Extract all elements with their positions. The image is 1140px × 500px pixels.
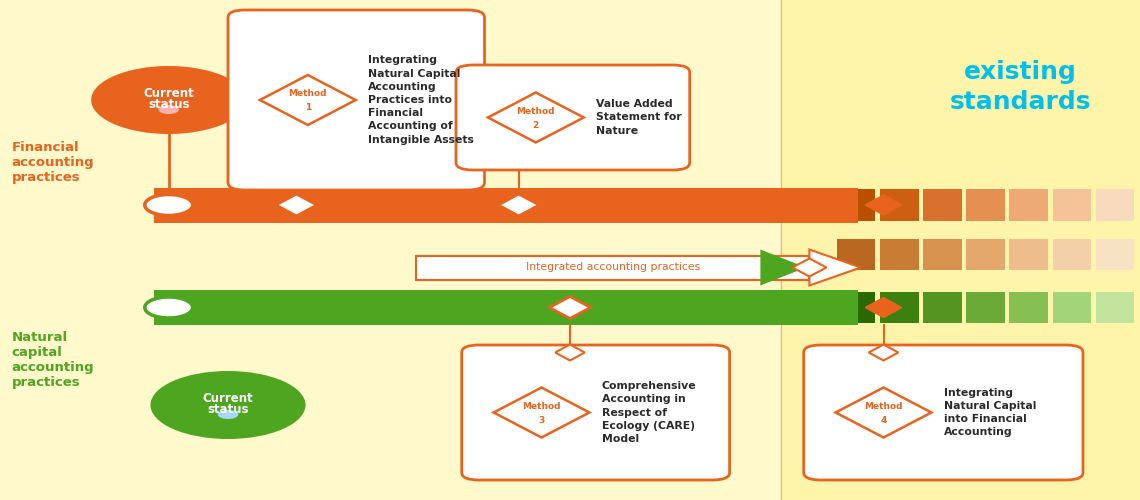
Polygon shape (555, 344, 585, 360)
Polygon shape (792, 258, 826, 276)
FancyBboxPatch shape (923, 238, 962, 270)
FancyBboxPatch shape (1096, 292, 1134, 323)
Polygon shape (276, 194, 317, 216)
Text: 1: 1 (304, 104, 311, 112)
Circle shape (150, 371, 306, 439)
Polygon shape (488, 92, 584, 142)
FancyBboxPatch shape (154, 290, 858, 325)
Circle shape (145, 194, 193, 216)
Text: status: status (148, 98, 189, 110)
Text: Integrated accounting practices: Integrated accounting practices (526, 262, 700, 272)
FancyBboxPatch shape (967, 190, 1004, 220)
FancyBboxPatch shape (880, 292, 919, 323)
FancyBboxPatch shape (1052, 190, 1091, 220)
Text: 3: 3 (538, 416, 545, 425)
Polygon shape (836, 388, 931, 438)
FancyBboxPatch shape (1096, 238, 1134, 270)
FancyBboxPatch shape (456, 65, 690, 170)
Circle shape (91, 66, 246, 134)
FancyBboxPatch shape (1052, 292, 1091, 323)
Text: Method: Method (864, 402, 903, 411)
FancyBboxPatch shape (1009, 292, 1048, 323)
Polygon shape (865, 298, 902, 318)
Text: Integrating
Natural Capital
into Financial
Accounting: Integrating Natural Capital into Financi… (944, 388, 1036, 438)
Polygon shape (869, 344, 898, 360)
FancyBboxPatch shape (1009, 190, 1048, 220)
FancyBboxPatch shape (804, 345, 1083, 480)
Polygon shape (865, 195, 902, 215)
FancyBboxPatch shape (154, 188, 858, 222)
Text: Natural
capital
accounting
practices: Natural capital accounting practices (11, 331, 93, 389)
Text: Method: Method (522, 402, 561, 411)
Text: Financial
accounting
practices: Financial accounting practices (11, 141, 93, 184)
FancyBboxPatch shape (228, 10, 484, 190)
FancyBboxPatch shape (967, 292, 1004, 323)
FancyBboxPatch shape (967, 238, 1004, 270)
FancyBboxPatch shape (1096, 190, 1134, 220)
Text: 4: 4 (880, 416, 887, 425)
Text: Method: Method (288, 90, 327, 98)
Text: Method: Method (516, 107, 555, 116)
FancyBboxPatch shape (416, 256, 809, 280)
Text: Value Added
Statement for
Nature: Value Added Statement for Nature (596, 100, 682, 136)
FancyBboxPatch shape (923, 190, 962, 220)
Text: Current: Current (203, 392, 253, 406)
Circle shape (145, 297, 193, 318)
FancyBboxPatch shape (781, 0, 1140, 500)
Text: 2: 2 (532, 121, 539, 130)
FancyBboxPatch shape (880, 190, 919, 220)
Polygon shape (498, 194, 539, 216)
Polygon shape (494, 388, 589, 438)
Polygon shape (260, 75, 356, 125)
Text: Integrating
Natural Capital
Accounting
Practices into
Financial
Accounting of
In: Integrating Natural Capital Accounting P… (368, 56, 474, 144)
FancyBboxPatch shape (837, 238, 876, 270)
FancyBboxPatch shape (923, 292, 962, 323)
Text: status: status (207, 402, 249, 415)
Text: existing
standards: existing standards (950, 60, 1091, 114)
Polygon shape (809, 250, 861, 286)
Text: Comprehensive
Accounting in
Respect of
Ecology (CARE)
Model: Comprehensive Accounting in Respect of E… (602, 381, 697, 444)
FancyBboxPatch shape (462, 345, 730, 480)
Circle shape (218, 410, 238, 419)
FancyBboxPatch shape (837, 190, 876, 220)
Text: Current: Current (144, 88, 194, 101)
Polygon shape (760, 250, 806, 286)
Circle shape (158, 105, 179, 114)
FancyBboxPatch shape (1052, 238, 1091, 270)
FancyBboxPatch shape (880, 238, 919, 270)
FancyBboxPatch shape (1009, 238, 1048, 270)
Polygon shape (549, 296, 591, 318)
FancyBboxPatch shape (837, 292, 876, 323)
